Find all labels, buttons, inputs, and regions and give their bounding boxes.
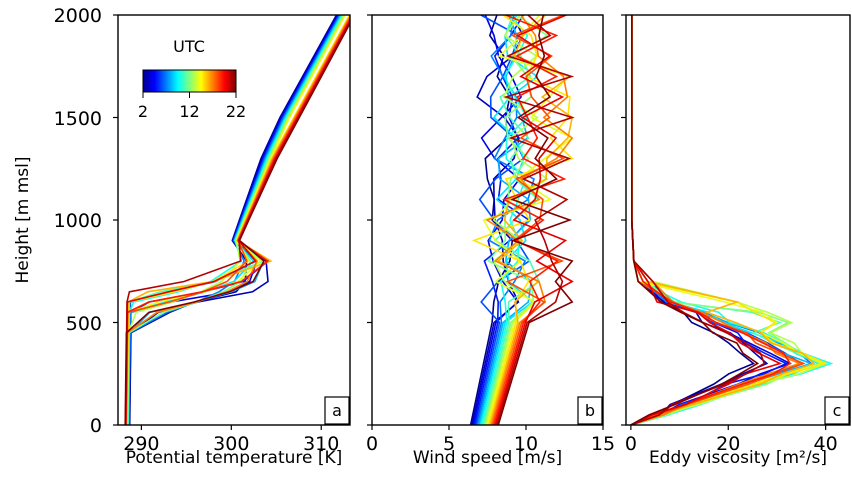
utc-colorbar: UTC 2 12 22 — [138, 37, 246, 121]
series-lines — [469, 15, 575, 425]
series-line-utc-21 — [630, 15, 766, 425]
series-line-utc-3 — [630, 15, 769, 425]
x-axis-label: Potential temperature [K] — [126, 448, 343, 468]
colorbar-title: UTC — [173, 37, 205, 56]
series-line-utc-17 — [485, 15, 574, 425]
panel-letter-box — [577, 396, 603, 425]
panel-letter-box — [324, 396, 350, 425]
series-line-utc-22 — [124, 21, 350, 425]
series-line-utc-14 — [482, 15, 574, 425]
series-line-utc-12 — [630, 15, 823, 425]
series-line-utc-18 — [491, 15, 566, 425]
series-line-utc-21 — [496, 15, 575, 425]
x-tick-label: 300 — [213, 433, 249, 455]
panel-letter: c — [833, 401, 842, 420]
panel-frame — [625, 14, 851, 426]
y-tick-label: 500 — [66, 313, 102, 335]
series-line-utc-7 — [630, 15, 813, 425]
series-line-utc-4 — [472, 15, 523, 425]
y-tick-label: 2000 — [54, 5, 102, 27]
series-line-utc-15 — [630, 15, 829, 425]
panel-b-wind-speed: 0 5 10 15 Wind speed [m/s] b — [366, 14, 615, 468]
x-tick-label: 40 — [814, 433, 838, 455]
x-tick-label: 310 — [303, 433, 339, 455]
x-axis-label: Wind speed [m/s] — [413, 448, 562, 468]
x-tick-label: 20 — [716, 433, 740, 455]
series-line-utc-17 — [630, 15, 802, 425]
y-tick-label: 1500 — [54, 108, 102, 130]
colorbar-tick-label: 12 — [179, 102, 199, 121]
series-line-utc-14 — [630, 15, 827, 425]
series-line-utc-19 — [493, 15, 567, 425]
colorbar-gradient — [142, 69, 237, 93]
x-tick-label: 5 — [443, 433, 455, 455]
y-tick-label: 0 — [90, 415, 102, 437]
x-tick-label: 0 — [366, 433, 378, 455]
y-axis-label: Height [m msl] — [13, 157, 33, 284]
series-line-utc-8 — [630, 15, 814, 425]
series-line-utc-2 — [469, 15, 514, 425]
y-tick-labels: 0 500 1000 1500 2000 — [54, 5, 102, 437]
x-axis-label: Eddy viscosity [m²/s] — [649, 448, 827, 468]
panel-letter: a — [332, 401, 342, 420]
colorbar-tick-label: 2 — [138, 102, 148, 121]
series-line-utc-13 — [630, 15, 828, 425]
x-tick-label: 0 — [625, 433, 637, 455]
series-line-utc-20 — [494, 15, 574, 425]
x-tick-label: 15 — [591, 433, 615, 455]
y-tick-label: 1000 — [54, 210, 102, 232]
x-tick-label: 290 — [123, 433, 159, 455]
series-lines — [124, 15, 350, 425]
series-line-utc-10 — [480, 15, 529, 425]
series-line-utc-13 — [485, 15, 549, 425]
series-line-utc-6 — [630, 15, 803, 425]
series-line-utc-16 — [489, 15, 574, 425]
panel-letter-box — [824, 396, 850, 425]
panel-letter: b — [585, 401, 595, 420]
series-line-utc-2 — [630, 15, 756, 425]
colorbar-tick-label: 22 — [226, 102, 246, 121]
x-tick-label: 10 — [514, 433, 538, 455]
series-line-utc-11 — [630, 15, 824, 425]
series-line-utc-22 — [630, 15, 760, 425]
series-line-utc-22 — [497, 15, 574, 425]
series-lines — [630, 15, 834, 425]
